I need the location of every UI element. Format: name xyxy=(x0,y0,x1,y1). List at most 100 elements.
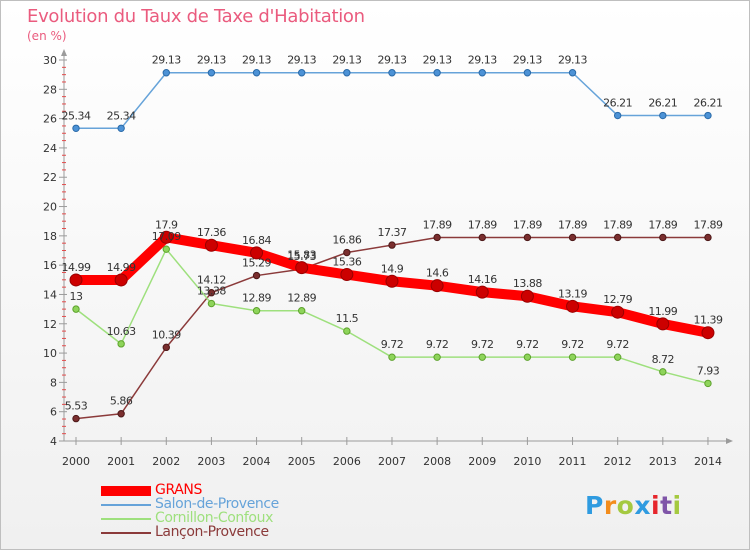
data-point-grans xyxy=(204,238,218,252)
y-tick-label: 20 xyxy=(43,201,57,214)
data-point-lancon-provence xyxy=(704,233,712,242)
data-label-lancon-provence: 5.53 xyxy=(65,400,88,413)
data-point-lancon-provence xyxy=(388,241,396,249)
logo-letter: t xyxy=(660,491,673,520)
y-tick-label: 30 xyxy=(43,54,57,67)
y-tick-label: 12 xyxy=(43,318,57,331)
data-point-salon-de-provence xyxy=(659,111,667,120)
y-tick-label: 4 xyxy=(50,435,57,448)
data-label-salon-de-provence: 29.13 xyxy=(377,54,406,67)
legend-label: Cornillon-Confoux xyxy=(155,510,273,526)
data-point-grans xyxy=(475,285,489,299)
y-tick-label: 22 xyxy=(43,171,57,184)
data-label-lancon-provence: 5.86 xyxy=(110,395,133,408)
data-label-grans: 13.19 xyxy=(558,287,587,300)
data-label-grans: 14.99 xyxy=(107,261,136,274)
data-label-cornillon-confoux: 9.72 xyxy=(516,338,539,351)
data-label-cornillon-confoux: 8.72 xyxy=(652,353,675,366)
legend-item: Salon-de-Provence xyxy=(101,496,361,512)
data-label-lancon-provence: 17.89 xyxy=(468,218,497,231)
legend-label: Salon-de-Provence xyxy=(155,496,279,512)
y-tick-label: 6 xyxy=(50,406,57,419)
x-tick-label: 2004 xyxy=(243,455,271,468)
data-label-grans: 17.9 xyxy=(155,218,178,231)
proxiti-logo: Proxiti xyxy=(585,491,682,520)
data-label-cornillon-confoux: 13.38 xyxy=(197,285,226,298)
x-tick-label: 2010 xyxy=(513,455,541,468)
data-point-cornillon-confoux xyxy=(388,353,396,361)
y-tick-label: 24 xyxy=(43,142,57,155)
data-label-lancon-provence: 16.86 xyxy=(332,234,361,247)
data-point-grans xyxy=(701,326,715,340)
data-label-salon-de-provence: 29.13 xyxy=(423,54,452,67)
logo-letter: i xyxy=(651,491,661,520)
x-tick-label: 2002 xyxy=(152,455,180,468)
data-point-salon-de-provence xyxy=(252,69,261,77)
data-label-cornillon-confoux: 9.72 xyxy=(561,338,584,351)
legend-label: Lançon-Provence xyxy=(155,524,269,540)
data-point-grans xyxy=(611,305,625,319)
data-point-grans xyxy=(340,268,354,282)
legend-swatch xyxy=(101,518,151,520)
legend-swatch xyxy=(101,532,151,534)
data-label-grans: 14.16 xyxy=(468,273,497,286)
data-point-lancon-provence xyxy=(252,271,261,280)
x-tick-label: 2013 xyxy=(649,455,677,468)
logo-letter: r xyxy=(603,491,617,520)
legend-label: GRANS xyxy=(155,482,202,498)
data-point-salon-de-provence xyxy=(478,69,486,77)
data-label-salon-de-provence: 26.21 xyxy=(648,97,677,110)
data-label-cornillon-confoux: 11.5 xyxy=(336,312,359,325)
data-label-grans: 13.88 xyxy=(513,277,542,290)
data-label-cornillon-confoux: 9.72 xyxy=(606,338,629,351)
data-point-salon-de-provence xyxy=(162,69,170,77)
data-label-cornillon-confoux: 12.89 xyxy=(287,292,316,305)
data-point-cornillon-confoux xyxy=(613,353,622,361)
y-tick-label: 18 xyxy=(43,230,57,243)
data-label-grans: 11.99 xyxy=(648,305,677,318)
data-point-grans xyxy=(430,279,444,293)
data-point-lancon-provence xyxy=(613,233,622,242)
data-point-grans xyxy=(250,246,264,260)
data-label-cornillon-confoux: 12.89 xyxy=(242,292,271,305)
data-label-salon-de-provence: 25.34 xyxy=(62,109,91,122)
data-point-grans xyxy=(656,317,670,331)
data-label-salon-de-provence: 29.13 xyxy=(332,54,361,67)
data-label-salon-de-provence: 26.21 xyxy=(693,97,722,110)
data-point-lancon-provence xyxy=(117,410,125,418)
data-label-grans: 14.6 xyxy=(426,267,449,280)
data-label-salon-de-provence: 29.13 xyxy=(513,54,542,67)
y-tick-label: 26 xyxy=(43,113,57,126)
data-label-grans: 15.83 xyxy=(287,249,316,262)
data-point-cornillon-confoux xyxy=(659,368,667,376)
x-tick-label: 2008 xyxy=(423,455,451,468)
data-point-salon-de-provence xyxy=(433,69,441,77)
legend-swatch xyxy=(101,504,151,506)
x-tick-label: 2011 xyxy=(559,455,587,468)
data-label-lancon-provence: 17.89 xyxy=(558,218,587,231)
x-tick-label: 2000 xyxy=(62,455,90,468)
data-point-salon-de-provence xyxy=(523,69,532,77)
data-label-lancon-provence: 17.37 xyxy=(377,226,406,239)
data-point-cornillon-confoux xyxy=(252,307,261,315)
data-label-lancon-provence: 17.89 xyxy=(423,218,452,231)
chart-title: Evolution du Taux de Taxe d'Habitation xyxy=(27,6,365,27)
data-label-cornillon-confoux: 7.93 xyxy=(697,364,720,377)
x-tick-label: 2012 xyxy=(604,455,632,468)
logo-letter: P xyxy=(585,491,604,520)
data-point-cornillon-confoux xyxy=(343,327,351,335)
data-point-cornillon-confoux xyxy=(523,353,532,361)
x-tick-label: 2005 xyxy=(288,455,316,468)
data-point-grans xyxy=(114,273,128,287)
data-point-salon-de-provence xyxy=(72,124,80,132)
data-label-cornillon-confoux: 10.63 xyxy=(107,325,136,338)
data-label-salon-de-provence: 29.13 xyxy=(197,54,226,67)
logo-letter: i xyxy=(672,491,682,520)
data-label-salon-de-provence: 29.13 xyxy=(152,54,181,67)
data-point-salon-de-provence xyxy=(568,69,577,77)
data-label-lancon-provence: 10.39 xyxy=(152,328,181,341)
chart-series xyxy=(69,69,715,423)
data-point-cornillon-confoux xyxy=(72,305,80,313)
chart-legend: GRANS Salon-de-Provence Cornillon-Confoux L… xyxy=(101,482,361,540)
